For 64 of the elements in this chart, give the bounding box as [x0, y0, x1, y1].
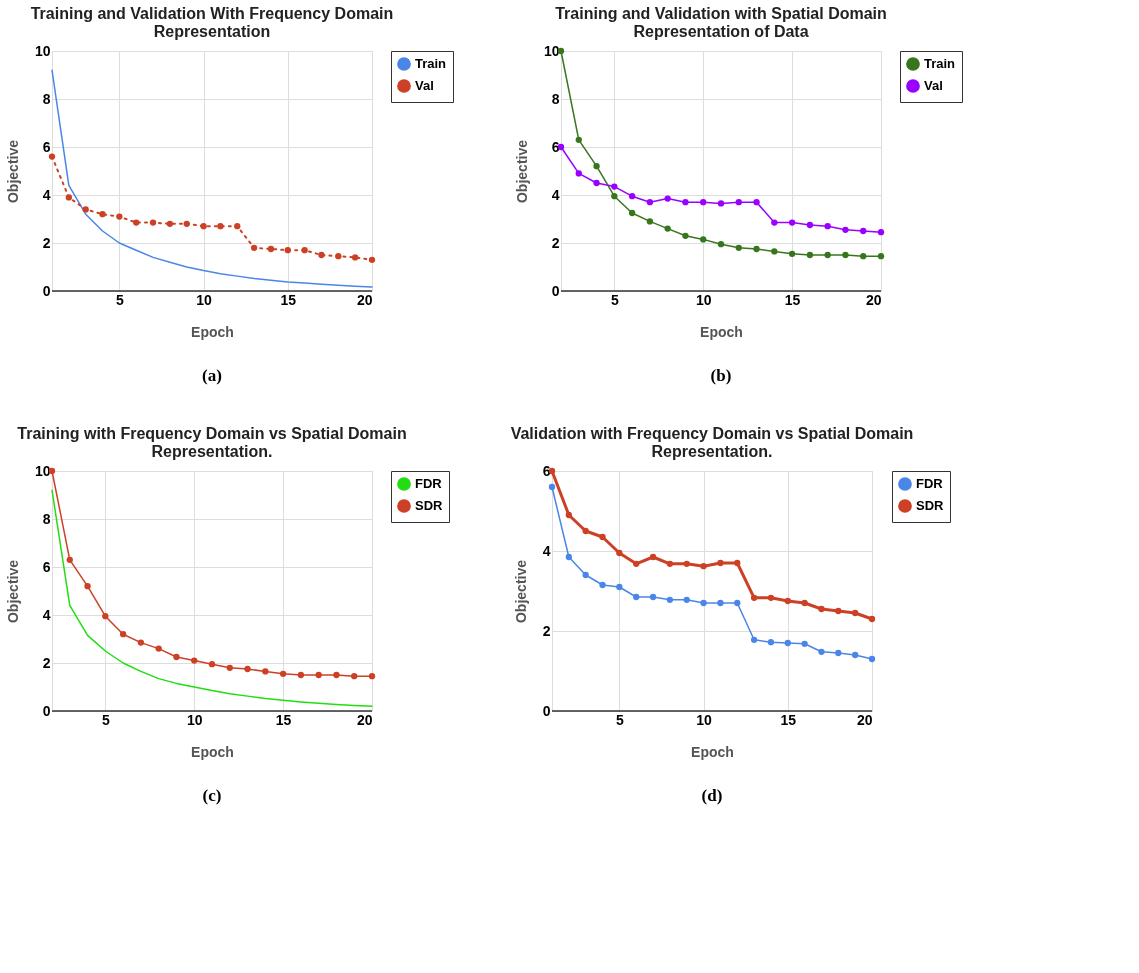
y-tick-label: 0	[42, 282, 51, 299]
legend-label: SDR	[415, 498, 444, 513]
legend-label: Train	[415, 56, 447, 71]
x-axis-title: Epoch	[700, 323, 743, 340]
y-tick-label: 6	[42, 138, 51, 155]
y-tick-label: 4	[551, 186, 560, 203]
text: (c)	[202, 786, 222, 805]
x-tick-label: 5	[615, 711, 624, 728]
x-axis-title: Epoch	[191, 323, 234, 340]
chart-title: Validation with Frequency Domain vs Spatial Domain Representation.	[510, 425, 914, 460]
chart-title: Training and Validation with Spatial Domain Representation of Data	[555, 5, 887, 40]
x-tick-label: 5	[610, 291, 619, 308]
y-tick-label: 0	[551, 282, 560, 299]
y-tick-label: 6	[42, 558, 51, 575]
legend-label: Val	[415, 78, 434, 93]
y-tick-label: 0	[42, 702, 51, 719]
legend-label: Val	[924, 78, 943, 93]
x-tick-label: 10	[696, 711, 713, 728]
x-tick-label: 20	[865, 291, 882, 308]
y-tick-label: 4	[542, 542, 551, 559]
x-tick-label: 10	[186, 711, 203, 728]
y-tick-label: 6	[542, 462, 551, 479]
x-tick-label: 5	[115, 291, 124, 308]
y-tick-label: 6	[551, 138, 560, 155]
y-tick-label: 2	[551, 234, 560, 251]
y-tick-label: 2	[42, 234, 51, 251]
x-tick-label: 15	[784, 291, 801, 308]
legend-label: FDR	[916, 476, 944, 491]
y-tick-label: 4	[42, 606, 51, 623]
text: (a)	[202, 366, 222, 385]
legend-label: SDR	[916, 498, 945, 513]
y-tick-label: 10	[543, 42, 560, 59]
y-tick-label: 2	[42, 654, 51, 671]
y-axis-title: Objective	[513, 139, 530, 204]
x-tick-label: 10	[196, 291, 213, 308]
x-axis-title: Epoch	[691, 743, 734, 760]
chart-title: Training and Validation With Frequency Domain Representation	[30, 5, 394, 40]
text: (d)	[701, 786, 723, 805]
line-series	[51, 69, 373, 288]
x-tick-label: 15	[280, 291, 297, 308]
x-tick-label: 5	[101, 711, 110, 728]
legend-label: FDR	[415, 476, 443, 491]
legend-label: Train	[924, 56, 956, 71]
text: (b)	[710, 366, 732, 385]
chart-title: Training with Frequency Domain vs Spatial Domain Representation.	[17, 425, 407, 460]
x-axis-title: Epoch	[191, 743, 234, 760]
y-axis-title: Objective	[4, 139, 21, 204]
x-tick-label: 10	[695, 291, 712, 308]
y-tick-label: 8	[551, 90, 560, 107]
x-tick-label: 15	[275, 711, 292, 728]
y-tick-label: 4	[42, 186, 51, 203]
x-tick-label: 20	[356, 711, 373, 728]
y-axis-title: Objective	[4, 559, 21, 624]
line-series	[51, 489, 373, 707]
y-tick-label: 10	[34, 42, 51, 59]
y-axis-title: Objective	[512, 559, 529, 624]
x-tick-label: 20	[856, 711, 873, 728]
x-tick-label: 15	[780, 711, 797, 728]
y-tick-label: 2	[542, 622, 551, 639]
x-tick-label: 20	[356, 291, 373, 308]
y-tick-label: 0	[542, 702, 551, 719]
y-tick-label: 8	[42, 510, 51, 527]
y-tick-label: 10	[34, 462, 51, 479]
y-tick-label: 8	[42, 90, 51, 107]
